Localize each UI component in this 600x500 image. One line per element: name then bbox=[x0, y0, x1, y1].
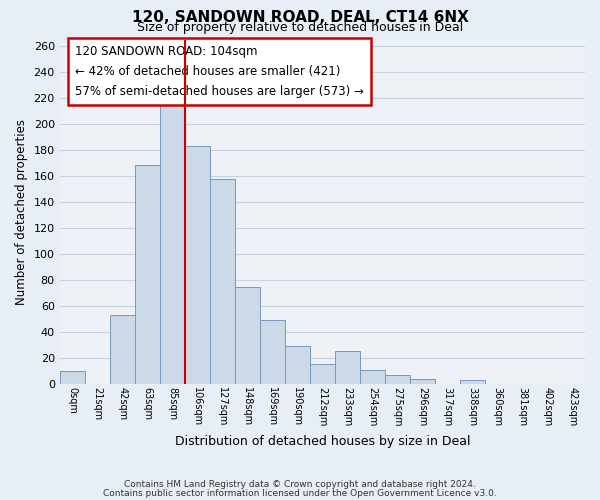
X-axis label: Distribution of detached houses by size in Deal: Distribution of detached houses by size … bbox=[175, 434, 470, 448]
Bar bbox=[260, 320, 285, 384]
Bar bbox=[310, 364, 335, 384]
Bar bbox=[235, 286, 260, 384]
Bar bbox=[135, 164, 160, 384]
Bar bbox=[385, 375, 410, 384]
Bar bbox=[160, 100, 185, 384]
Bar bbox=[59, 371, 85, 384]
Bar bbox=[285, 346, 310, 384]
Text: 120, SANDOWN ROAD, DEAL, CT14 6NX: 120, SANDOWN ROAD, DEAL, CT14 6NX bbox=[131, 10, 469, 25]
Bar bbox=[360, 370, 385, 384]
Bar bbox=[335, 352, 360, 384]
Text: Size of property relative to detached houses in Deal: Size of property relative to detached ho… bbox=[137, 21, 463, 34]
Bar bbox=[110, 315, 135, 384]
Text: 120 SANDOWN ROAD: 104sqm
← 42% of detached houses are smaller (421)
57% of semi-: 120 SANDOWN ROAD: 104sqm ← 42% of detach… bbox=[76, 45, 364, 98]
Bar bbox=[410, 378, 435, 384]
Bar bbox=[210, 179, 235, 384]
Text: Contains HM Land Registry data © Crown copyright and database right 2024.: Contains HM Land Registry data © Crown c… bbox=[124, 480, 476, 489]
Text: Contains public sector information licensed under the Open Government Licence v3: Contains public sector information licen… bbox=[103, 489, 497, 498]
Bar bbox=[460, 380, 485, 384]
Y-axis label: Number of detached properties: Number of detached properties bbox=[15, 119, 28, 305]
Bar bbox=[185, 146, 210, 384]
